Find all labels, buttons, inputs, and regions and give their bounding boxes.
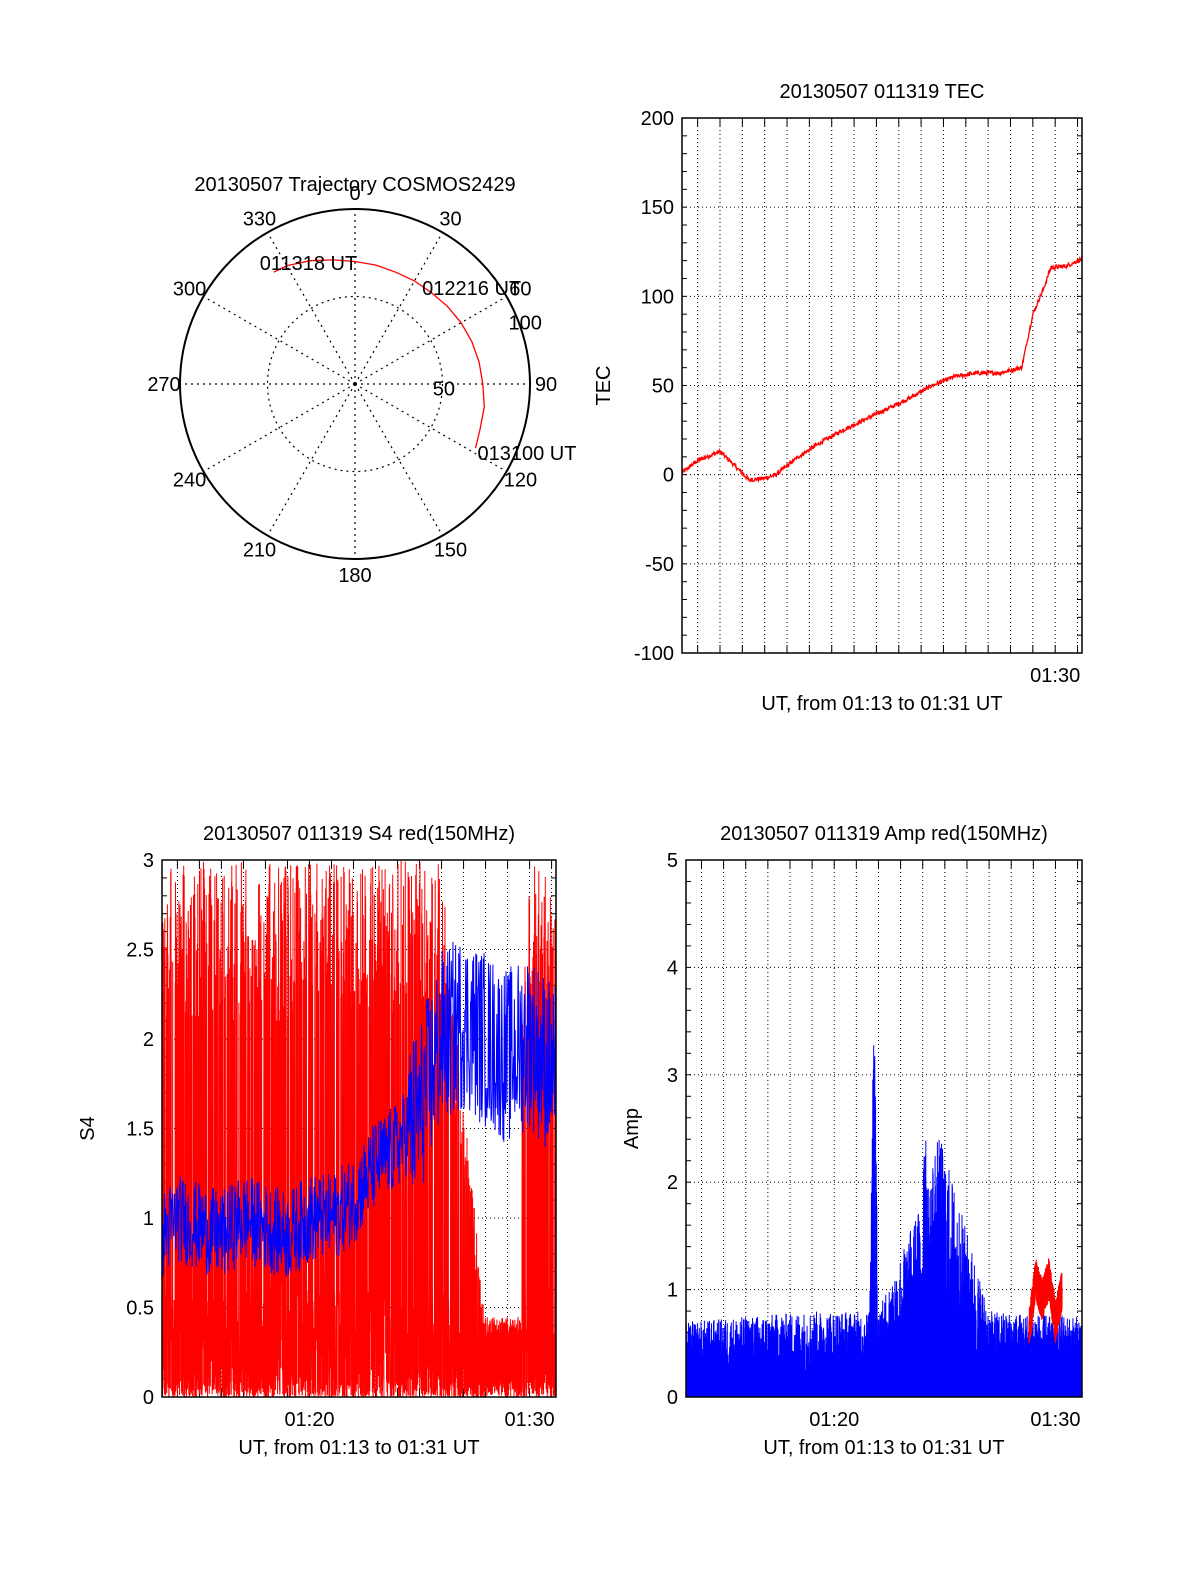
azimuth-tick-label: 270: [147, 374, 180, 396]
azimuth-tick-label: 210: [243, 539, 276, 561]
x-tick-label: 01:30: [1030, 1409, 1080, 1431]
azimuth-spoke: [203, 295, 356, 385]
azimuth-tick-label: 300: [173, 279, 206, 301]
azimuth-spoke: [203, 383, 356, 473]
y-tick-label: 5: [667, 850, 678, 872]
y-tick-label: -100: [634, 643, 674, 665]
azimuth-spoke: [354, 295, 507, 385]
plot-frame: [161, 859, 557, 1398]
azimuth-tick-label: 120: [504, 470, 537, 492]
trajectory-time-annotation: 012216 UT: [422, 278, 521, 300]
plot-area: [682, 255, 1082, 484]
amp-line-chart: 20130507 011319 Amp red(150MHz) 0 1 2 3 4 5 01:…: [621, 823, 1083, 1459]
azimuth-tick-label: 30: [439, 209, 461, 231]
red-series-line: [1028, 1258, 1063, 1344]
azimuth-spoke: [354, 232, 444, 385]
azimuth-tick-label: 180: [338, 565, 371, 587]
y-tick-label: 100: [641, 286, 674, 308]
radial-tick-label: 100: [509, 313, 542, 335]
y-axis-label: TEC: [593, 366, 615, 406]
y-tick-label: 2: [143, 1029, 154, 1051]
radial-grid-circle: [266, 295, 444, 473]
plot-frame: [681, 117, 1083, 654]
trajectory-line: [273, 259, 485, 449]
x-axis-label: UT, from 01:13 to 01:31 UT: [761, 693, 1002, 715]
y-tick-label: 0: [667, 1387, 678, 1409]
trajectory-time-annotation: 013100 UT: [478, 443, 577, 465]
y-tick-label: 4: [667, 957, 678, 979]
azimuth-spoke: [266, 383, 356, 536]
azimuth-spoke: [354, 383, 507, 473]
TEC-series-line: [682, 255, 1082, 484]
azimuth-spoke: [354, 383, 444, 536]
y-tick-label: 50: [652, 376, 674, 398]
azimuth-tick-label: 150: [434, 539, 467, 561]
y-tick-label: 1: [143, 1208, 154, 1230]
azimuth-tick-label: 0: [349, 183, 360, 205]
y-tick-label: 2.5: [126, 940, 154, 962]
y-tick-label: 1.5: [126, 1119, 154, 1141]
trajectory-time-annotation: 011318 UT: [260, 253, 357, 275]
y-tick-label: 1: [667, 1280, 678, 1302]
red-series-trace: [162, 860, 556, 1397]
plot-frame: [685, 859, 1083, 1398]
y-axis-label: S4: [77, 1116, 99, 1140]
radial-tick-label: 50: [433, 378, 455, 400]
azimuth-tick-label: 240: [173, 470, 206, 492]
x-tick-label: 01:30: [505, 1409, 555, 1431]
chart-title: 20130507 011319 TEC: [780, 81, 985, 103]
y-tick-label: 200: [641, 108, 674, 130]
y-tick-label: 0.5: [126, 1298, 154, 1320]
y-tick-label: 0: [143, 1387, 154, 1409]
azimuth-tick-label: 60: [509, 279, 531, 301]
y-tick-label: 0: [663, 465, 674, 487]
s4-line-chart: 20130507 011319 S4 red(150MHz) 0 0.5 1 1.5 2 2…: [77, 823, 557, 1459]
y-tick-label: 150: [641, 197, 674, 219]
x-axis-label: UT, from 01:13 to 01:31 UT: [238, 1437, 479, 1459]
y-tick-label: -50: [645, 554, 674, 576]
chart-title: 20130507 011319 Amp red(150MHz): [720, 823, 1048, 845]
chart-title: 20130507 Trajectory COSMOS2429: [194, 174, 515, 196]
y-tick-label: 2: [667, 1172, 678, 1194]
plot-area: [162, 860, 556, 1397]
blue-series-line: [162, 941, 556, 1277]
blue-series-trace: [686, 1045, 1082, 1397]
azimuth-tick-label: 330: [243, 209, 276, 231]
y-tick-label: 3: [143, 850, 154, 872]
y-tick-label: 3: [667, 1065, 678, 1087]
x-tick-label: 01:30: [1030, 665, 1080, 687]
x-tick-label: 01:20: [284, 1409, 334, 1431]
azimuth-tick-label: 90: [535, 374, 557, 396]
tec-line-chart: 20130507 011319 TEC -100 -50 0 50 100 150 200 01…: [593, 81, 1083, 715]
x-axis-label: UT, from 01:13 to 01:31 UT: [763, 1437, 1004, 1459]
azimuth-spoke: [266, 232, 356, 385]
plot-area: [686, 1045, 1082, 1397]
y-axis-label: Amp: [621, 1108, 643, 1149]
x-tick-label: 01:20: [809, 1409, 859, 1431]
chart-title: 20130507 011319 S4 red(150MHz): [203, 823, 515, 845]
